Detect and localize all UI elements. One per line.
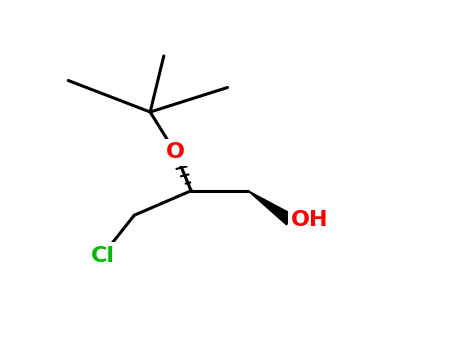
Text: OH: OH	[291, 210, 329, 231]
Text: Cl: Cl	[91, 245, 114, 266]
Polygon shape	[248, 191, 296, 225]
Text: O: O	[166, 142, 185, 162]
